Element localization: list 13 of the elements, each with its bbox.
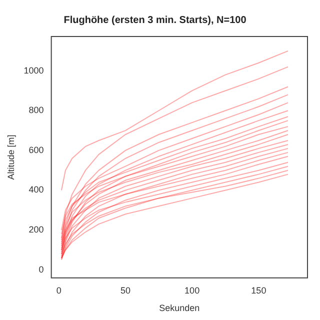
x-axis-title: Sekunden: [159, 303, 200, 314]
y-tick-label: 400: [28, 184, 44, 195]
x-tick-label: 100: [184, 285, 200, 296]
chart-title: Flughöhe (ersten 3 min. Starts), N=100: [64, 14, 247, 26]
x-tick-label: 50: [120, 285, 130, 296]
x-tick-label: 150: [251, 285, 266, 296]
y-tick-label: 1000: [24, 65, 44, 76]
y-axis-title: Altitude [m]: [6, 134, 16, 180]
y-tick-label: 200: [28, 224, 44, 235]
y-tick-label: 800: [28, 105, 44, 116]
x-tick-label: 0: [56, 285, 62, 296]
y-tick-label: 0: [38, 264, 44, 274]
y-tick-label: 600: [28, 144, 44, 155]
